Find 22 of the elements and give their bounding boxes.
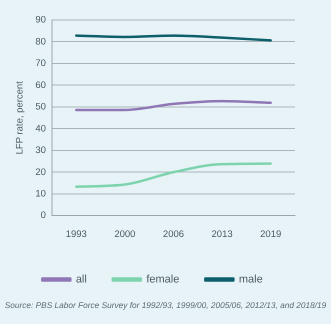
x-tick-label: 2019 [260,228,282,240]
x-tick-label: 2006 [162,228,184,240]
source-note: Source: PBS Labor Force Survey for 1992/93, 1999/00, 2005/06, 2012/13, and 2018/19 [4,300,328,310]
y-tick-label: 0 [40,210,46,222]
x-tick-label: 2000 [114,228,136,240]
y-tick-label: 40 [35,123,46,134]
y-tick-label: 60 [35,80,46,91]
y-tick-label: 50 [35,102,46,113]
x-tick-label: 1993 [66,228,87,240]
y-tick-label: 80 [35,36,46,48]
y-tick-label: 30 [35,145,46,156]
y-axis-title: LFP rate, percent [14,80,26,154]
line-series [75,100,272,112]
line-series [75,162,272,188]
y-tick-label: 20 [35,166,46,178]
y-tick-label: 10 [35,188,46,200]
legend-label: all [76,274,87,286]
y-tick-label: 70 [35,58,46,70]
x-tick-label: 2013 [212,228,233,240]
y-tick-label: 90 [35,14,46,26]
legend-label: male [238,274,263,286]
legend-label: female [146,274,180,286]
